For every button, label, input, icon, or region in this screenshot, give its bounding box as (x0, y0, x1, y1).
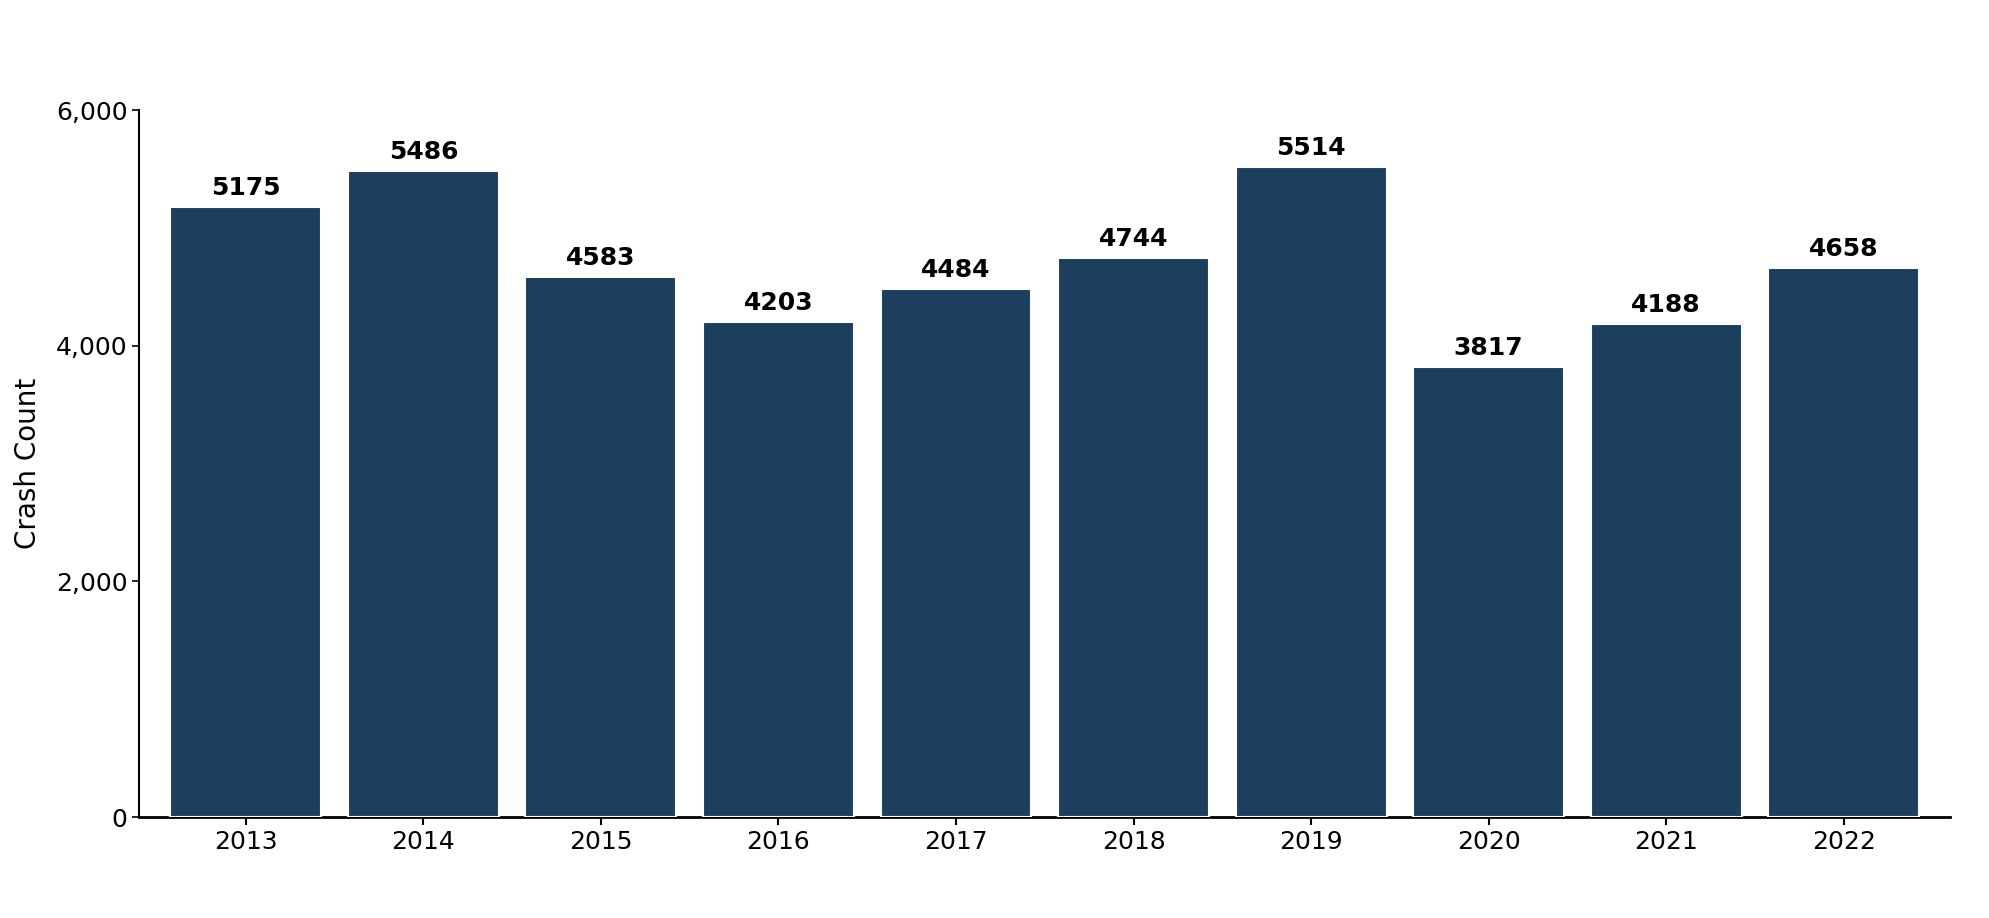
Text: 5175: 5175 (211, 176, 280, 200)
Bar (1768, 268, 1917, 817)
Bar (879, 289, 1030, 817)
Text: 4484: 4484 (921, 258, 991, 282)
Y-axis label: Crash Count: Crash Count (14, 378, 42, 549)
Text: 5514: 5514 (1275, 137, 1345, 161)
Text: 3817: 3817 (1454, 336, 1524, 360)
Text: 4658: 4658 (1808, 237, 1878, 262)
Bar (1412, 367, 1563, 817)
Bar (525, 277, 676, 817)
Bar (348, 171, 499, 817)
Bar (171, 207, 320, 817)
Text: 5486: 5486 (388, 140, 457, 163)
Bar (1235, 167, 1386, 817)
Bar (1589, 324, 1740, 817)
Text: 4583: 4583 (565, 246, 634, 270)
Bar (702, 322, 853, 817)
Text: 4744: 4744 (1098, 227, 1168, 251)
Text: 4203: 4203 (744, 291, 814, 315)
Text: 4188: 4188 (1631, 293, 1701, 317)
Bar (1058, 258, 1209, 817)
